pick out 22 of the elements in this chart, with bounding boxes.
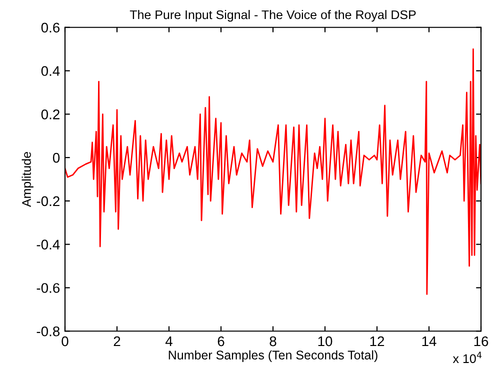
line-series: [65, 48, 481, 295]
y-axis-title: Amplitude: [22, 152, 34, 208]
x-tick-label: 10: [318, 336, 332, 346]
x-tick-label: 6: [218, 336, 224, 346]
x-tick-label: 0: [62, 336, 68, 346]
y-tick-label: 0: [52, 152, 60, 163]
y-tick-label: -0.6: [36, 283, 60, 293]
y-tick-label: 0.4: [41, 66, 60, 76]
x-tick-label: 4: [165, 336, 172, 346]
y-tick-label: -0.8: [36, 326, 60, 336]
y-tick-label: 0.6: [41, 22, 60, 33]
y-tick-label: 0.2: [41, 109, 60, 120]
text: x 10$^{4}$: [452, 352, 482, 364]
chart-title: The Pure Input Signal - The Voice of the Royal DSP: [130, 10, 416, 22]
x-tick-label: 12: [370, 336, 384, 346]
x-tick-label: 2: [114, 336, 120, 346]
x-tick-label: 14: [422, 336, 436, 346]
x-tick-label: 8: [270, 336, 276, 346]
y-tick-label: -0.4: [36, 240, 60, 250]
y-tick-label: -0.2: [36, 196, 60, 206]
x-tick-label: 16: [474, 336, 488, 346]
x-axis-title: Number Samples (Ten Seconds Total): [168, 350, 378, 362]
